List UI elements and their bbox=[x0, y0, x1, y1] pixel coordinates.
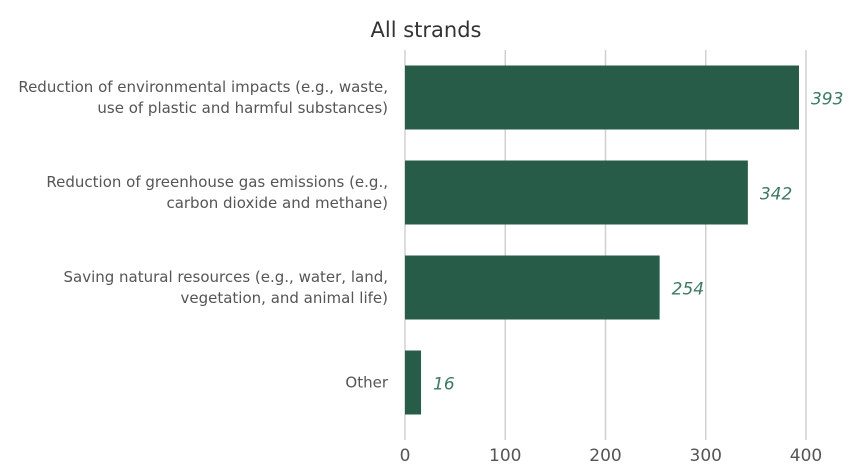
bar bbox=[405, 160, 748, 225]
value-label: 254 bbox=[672, 280, 704, 300]
bar bbox=[405, 65, 799, 130]
bar bbox=[405, 350, 422, 415]
y-tick-label: Other bbox=[345, 373, 388, 391]
x-tick-label: 0 bbox=[400, 446, 411, 466]
x-tick-label: 200 bbox=[589, 446, 621, 466]
y-tick-label: Reduction of environmental impacts (e.g.… bbox=[18, 77, 388, 117]
x-tick-label: 100 bbox=[489, 446, 521, 466]
value-label: 16 bbox=[433, 375, 455, 395]
value-label: 393 bbox=[811, 90, 843, 110]
x-tick-label: 300 bbox=[690, 446, 722, 466]
y-tick-label: Reduction of greenhouse gas emissions (e… bbox=[46, 172, 388, 212]
x-tick-label: 400 bbox=[790, 446, 822, 466]
value-label: 342 bbox=[760, 185, 792, 205]
y-tick-label: Saving natural resources (e.g., water, l… bbox=[63, 267, 389, 307]
bar bbox=[405, 255, 660, 320]
chart-title: All strands bbox=[371, 18, 482, 42]
